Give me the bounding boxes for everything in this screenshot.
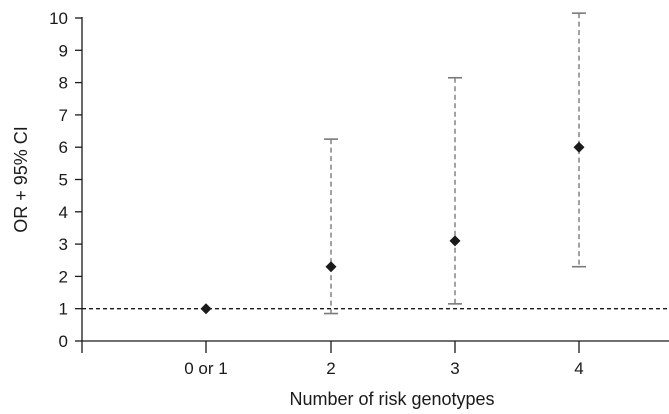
y-tick-label: 6 xyxy=(59,138,68,157)
y-tick-label: 7 xyxy=(59,106,68,125)
y-tick-label: 8 xyxy=(59,74,68,93)
y-tick-label: 9 xyxy=(59,41,68,60)
data-point xyxy=(200,303,212,315)
y-tick-label: 5 xyxy=(59,171,68,190)
y-tick-label: 0 xyxy=(59,332,68,351)
x-tick-label: 4 xyxy=(574,359,583,378)
y-axis: 0 1 2 3 4 5 6 7 8 9 10 xyxy=(49,9,83,351)
data-point xyxy=(449,235,461,247)
series-or xyxy=(200,12,586,315)
x-axis: 0 or 1 2 3 4 xyxy=(81,340,669,378)
x-tick-label: 0 or 1 xyxy=(184,359,227,378)
data-point xyxy=(325,261,337,273)
x-tick-label: 3 xyxy=(450,359,459,378)
y-tick-label: 1 xyxy=(59,300,68,319)
y-tick-label: 2 xyxy=(59,267,68,286)
y-tick-label: 3 xyxy=(59,235,68,254)
y-axis-title: OR + 95% CI xyxy=(11,126,31,233)
data-point xyxy=(573,141,585,153)
x-tick-label: 2 xyxy=(326,359,335,378)
y-tick-label: 10 xyxy=(49,9,68,28)
y-tick-label: 4 xyxy=(59,203,68,222)
x-axis-title: Number of risk genotypes xyxy=(289,389,494,409)
